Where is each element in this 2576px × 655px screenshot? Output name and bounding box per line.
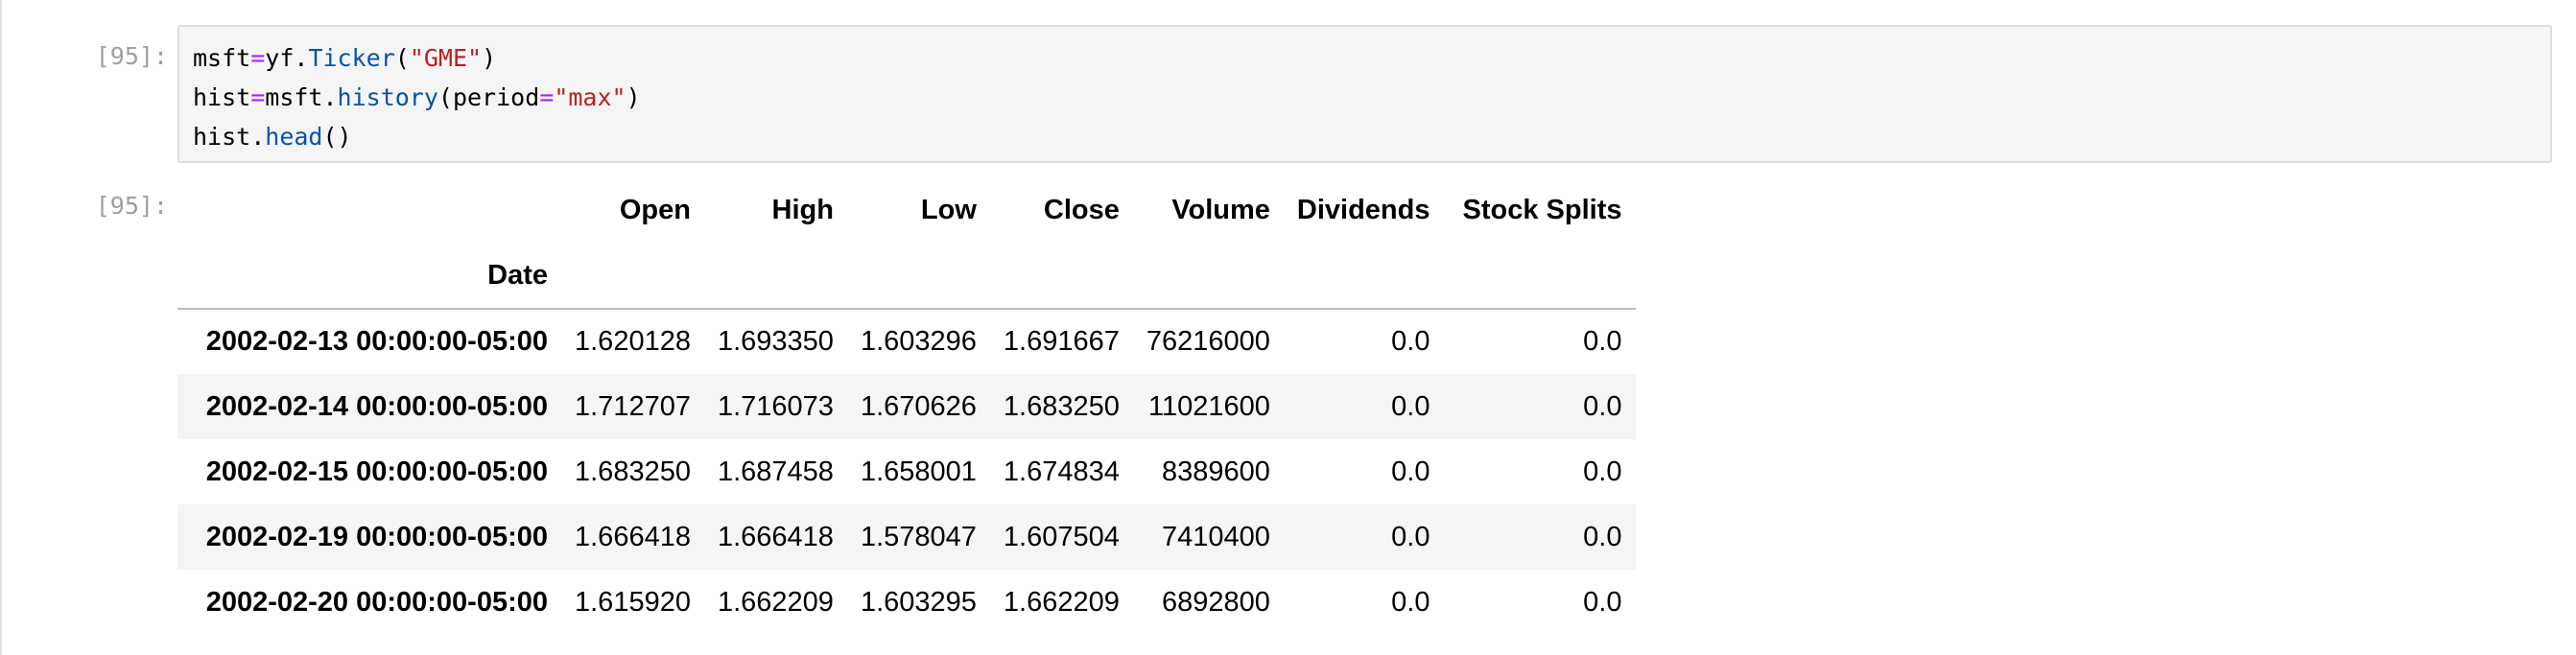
cell-volume: 7410400 bbox=[1162, 521, 1270, 552]
cell-high: 1.687458 bbox=[717, 456, 834, 487]
cell-high: 1.666418 bbox=[717, 521, 834, 552]
index-name-header: Date bbox=[177, 243, 561, 310]
code-token-function: history bbox=[337, 83, 438, 111]
column-header-volume: Volume bbox=[1171, 194, 1270, 225]
code-token-function: head bbox=[265, 123, 323, 151]
row-index-date: 2002-02-19 00:00:00-05:00 bbox=[205, 521, 548, 552]
cell-open: 1.712707 bbox=[575, 390, 691, 422]
table-row: 2002-02-15 00:00:00-05:00 1.683250 1.687… bbox=[177, 439, 1636, 504]
row-index-date: 2002-02-13 00:00:00-05:00 bbox=[205, 326, 548, 357]
cell-dividends: 0.0 bbox=[1391, 456, 1430, 487]
cell-stock-splits: 0.0 bbox=[1583, 586, 1622, 618]
row-index-date: 2002-02-20 00:00:00-05:00 bbox=[205, 586, 548, 618]
code-cell-editor[interactable]: msft=yf.Ticker("GME") hist=msft.history(… bbox=[177, 25, 2552, 163]
cell-low: 1.603296 bbox=[860, 326, 977, 357]
code-token: hist. bbox=[193, 123, 266, 151]
code-token-operator: = bbox=[539, 83, 555, 111]
cell-open: 1.666418 bbox=[575, 521, 691, 552]
cell-high: 1.662209 bbox=[717, 586, 834, 618]
code-token: () bbox=[322, 123, 352, 151]
cell-dividends: 0.0 bbox=[1391, 390, 1430, 422]
code-token-string: "GME" bbox=[409, 44, 483, 72]
table-row: 2002-02-20 00:00:00-05:00 1.615920 1.662… bbox=[177, 570, 1636, 635]
index-name-row: Date bbox=[177, 243, 1636, 310]
code-token: msft. bbox=[265, 83, 338, 111]
cell-close: 1.691667 bbox=[1003, 326, 1120, 357]
cell-close: 1.607504 bbox=[1003, 521, 1120, 552]
blank-corner-cell bbox=[177, 177, 561, 243]
cell-open: 1.620128 bbox=[575, 326, 691, 357]
input-prompt: [95]: bbox=[95, 42, 168, 70]
cell-dividends: 0.0 bbox=[1391, 521, 1430, 552]
code-token: ( bbox=[394, 44, 410, 72]
table-row: 2002-02-19 00:00:00-05:00 1.666418 1.666… bbox=[177, 504, 1636, 570]
cell-close: 1.683250 bbox=[1003, 390, 1120, 422]
cell-stock-splits: 0.0 bbox=[1583, 326, 1622, 357]
code-token: yf. bbox=[265, 44, 309, 72]
cell-selection-border bbox=[0, 0, 2, 655]
cell-stock-splits: 0.0 bbox=[1583, 390, 1622, 422]
code-token-operator: = bbox=[250, 83, 266, 111]
column-header-high: High bbox=[771, 194, 834, 225]
column-header-row: Open High Low Close Volume Dividends Sto… bbox=[177, 177, 1636, 243]
code-token: hist bbox=[193, 83, 251, 111]
cell-volume: 8389600 bbox=[1162, 456, 1270, 487]
cell-close: 1.662209 bbox=[1003, 586, 1120, 618]
cell-dividends: 0.0 bbox=[1391, 586, 1430, 618]
code-token: ) bbox=[482, 44, 497, 72]
code-token-operator: = bbox=[250, 44, 266, 72]
cell-low: 1.578047 bbox=[860, 521, 977, 552]
cell-volume: 76216000 bbox=[1146, 326, 1270, 357]
cell-open: 1.683250 bbox=[575, 456, 691, 487]
code-line-2: hist=msft.history(period="max") bbox=[193, 83, 641, 111]
cell-stock-splits: 0.0 bbox=[1583, 456, 1622, 487]
row-index-date: 2002-02-14 00:00:00-05:00 bbox=[205, 390, 548, 422]
cell-dividends: 0.0 bbox=[1391, 326, 1430, 357]
column-header-low: Low bbox=[920, 194, 977, 225]
code-line-3: hist.head() bbox=[193, 123, 352, 151]
code-token-string: "max" bbox=[554, 83, 626, 111]
code-token: msft bbox=[193, 44, 251, 72]
cell-high: 1.693350 bbox=[717, 326, 834, 357]
cell-open: 1.615920 bbox=[575, 586, 691, 618]
cell-stock-splits: 0.0 bbox=[1583, 521, 1622, 552]
code-token: ) bbox=[626, 83, 641, 111]
column-header-stock-splits: Stock Splits bbox=[1462, 194, 1622, 225]
cell-high: 1.716073 bbox=[717, 390, 834, 422]
code-line-1: msft=yf.Ticker("GME") bbox=[193, 44, 496, 72]
cell-low: 1.658001 bbox=[860, 456, 977, 487]
cell-low: 1.670626 bbox=[860, 390, 977, 422]
dataframe-table: Open High Low Close Volume Dividends Sto… bbox=[177, 177, 1636, 635]
output-area: Open High Low Close Volume Dividends Sto… bbox=[177, 177, 1636, 635]
cell-volume: 11021600 bbox=[1148, 390, 1270, 422]
code-token: (period bbox=[437, 83, 540, 111]
table-row: 2002-02-13 00:00:00-05:00 1.620128 1.693… bbox=[177, 309, 1636, 374]
column-header-dividends: Dividends bbox=[1296, 194, 1430, 225]
table-row: 2002-02-14 00:00:00-05:00 1.712707 1.716… bbox=[177, 374, 1636, 439]
row-index-date: 2002-02-15 00:00:00-05:00 bbox=[205, 456, 548, 487]
column-header-close: Close bbox=[1043, 194, 1120, 225]
cell-volume: 6892800 bbox=[1162, 586, 1270, 618]
output-prompt: [95]: bbox=[95, 192, 168, 220]
cell-low: 1.603295 bbox=[860, 586, 977, 618]
cell-close: 1.674834 bbox=[1003, 456, 1120, 487]
column-header-open: Open bbox=[619, 194, 691, 225]
code-token-function: Ticker bbox=[308, 44, 395, 72]
